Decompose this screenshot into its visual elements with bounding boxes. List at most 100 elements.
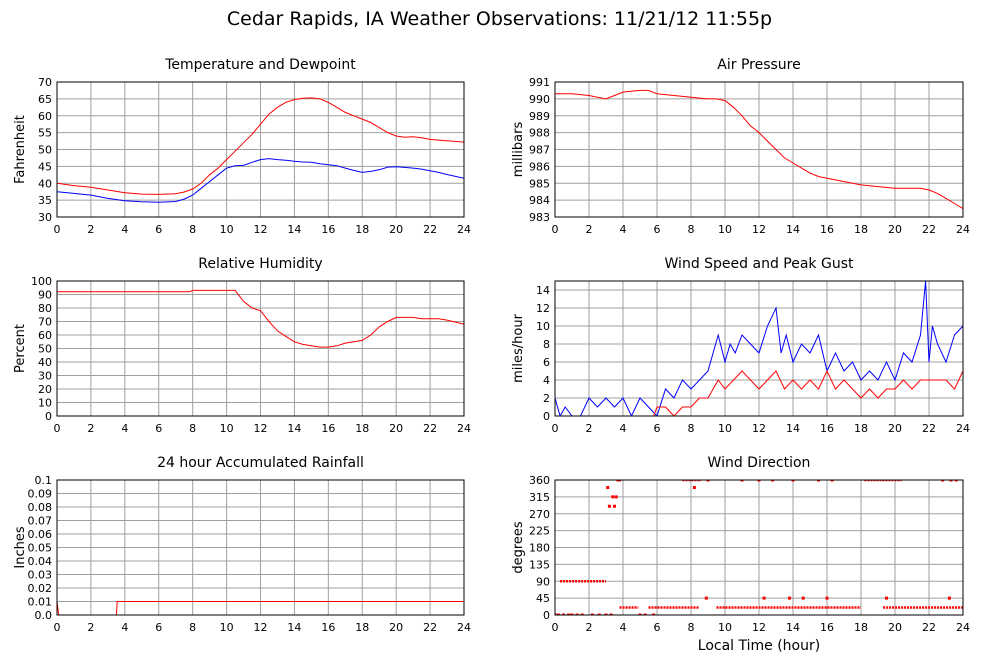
y-tick-label: 0.0 bbox=[35, 609, 53, 622]
x-tick-label: 6 bbox=[654, 621, 661, 634]
x-tick-label: 24 bbox=[457, 422, 471, 435]
x-tick-label: 4 bbox=[620, 223, 627, 236]
data-point bbox=[941, 480, 945, 482]
x-tick-label: 2 bbox=[87, 621, 94, 634]
x-tick-label: 0 bbox=[552, 223, 559, 236]
x-tick-label: 24 bbox=[457, 223, 471, 236]
plot-marks bbox=[555, 89, 963, 210]
y-tick-label: 20 bbox=[38, 383, 52, 396]
data-point bbox=[590, 613, 594, 615]
x-tick-label: 24 bbox=[956, 422, 970, 435]
chart-title: Temperature and Dewpoint bbox=[164, 57, 356, 73]
y-tick-label: 225 bbox=[529, 525, 550, 538]
y-tick-label: 70 bbox=[38, 76, 52, 89]
x-tick-label: 12 bbox=[254, 422, 268, 435]
x-tick-label: 20 bbox=[389, 223, 403, 236]
data-point bbox=[692, 486, 696, 489]
x-tick-label: 10 bbox=[718, 223, 732, 236]
x-tick-label: 14 bbox=[786, 223, 800, 236]
x-tick-label: 16 bbox=[321, 223, 335, 236]
x-tick-label: 4 bbox=[620, 422, 627, 435]
x-tick-label: 12 bbox=[254, 621, 268, 634]
data-point bbox=[825, 596, 829, 600]
x-tick-label: 8 bbox=[688, 621, 695, 634]
y-tick-label: 0.09 bbox=[28, 488, 53, 501]
x-tick-label: 6 bbox=[155, 621, 162, 634]
x-tick-label: 8 bbox=[189, 422, 196, 435]
data-point bbox=[947, 596, 951, 600]
x-tick-label: 0 bbox=[552, 422, 559, 435]
x-tick-label: 10 bbox=[220, 422, 234, 435]
x-axis-label: Local Time (hour) bbox=[698, 638, 820, 654]
y-axis-label: millibars bbox=[511, 122, 526, 178]
x-tick-label: 6 bbox=[155, 223, 162, 236]
x-tick-label: 10 bbox=[220, 621, 234, 634]
x-tick-label: 2 bbox=[87, 422, 94, 435]
plot-frame bbox=[56, 479, 465, 616]
chart-title: Wind Speed and Peak Gust bbox=[665, 256, 854, 272]
x-tick-label: 22 bbox=[423, 621, 437, 634]
x-tick-label: 6 bbox=[654, 422, 661, 435]
x-tick-label: 2 bbox=[87, 223, 94, 236]
plot-marks bbox=[555, 281, 963, 416]
x-tick-label: 2 bbox=[586, 422, 593, 435]
y-tick-label: 30 bbox=[38, 211, 52, 224]
data-point bbox=[638, 613, 642, 615]
y-tick-label: 180 bbox=[529, 542, 550, 555]
data-point bbox=[740, 480, 744, 482]
y-tick-label: 991 bbox=[529, 76, 550, 89]
plot-frame bbox=[56, 280, 465, 417]
x-tick-label: 22 bbox=[423, 223, 437, 236]
y-tick-label: 10 bbox=[38, 397, 52, 410]
y-tick-label: 0.07 bbox=[28, 515, 53, 528]
plot-frame bbox=[554, 479, 964, 616]
series-line-0 bbox=[57, 601, 464, 615]
y-tick-label: 55 bbox=[38, 127, 52, 140]
data-point bbox=[954, 480, 958, 482]
data-point bbox=[614, 495, 618, 499]
series-line-1 bbox=[653, 369, 963, 416]
data-point bbox=[885, 596, 888, 600]
x-tick-label: 18 bbox=[355, 422, 369, 435]
x-tick-label: 22 bbox=[922, 621, 936, 634]
y-tick-label: 14 bbox=[536, 284, 550, 297]
y-tick-label: 70 bbox=[38, 316, 52, 329]
y-tick-label: 90 bbox=[38, 289, 52, 302]
x-tick-label: 22 bbox=[423, 422, 437, 435]
y-tick-label: 984 bbox=[529, 194, 550, 207]
plot-marks bbox=[57, 601, 464, 615]
plot-frame bbox=[554, 280, 964, 417]
x-tick-label: 0 bbox=[54, 422, 61, 435]
data-point bbox=[801, 596, 805, 600]
x-tick-label: 22 bbox=[922, 422, 936, 435]
data-point bbox=[556, 613, 560, 615]
data-point bbox=[771, 480, 775, 482]
x-tick-label: 8 bbox=[688, 223, 695, 236]
x-tick-label: 12 bbox=[254, 223, 268, 236]
y-tick-label: 30 bbox=[38, 370, 52, 383]
x-tick-label: 20 bbox=[888, 223, 902, 236]
y-axis-label: degrees bbox=[511, 521, 526, 574]
y-tick-label: 65 bbox=[38, 93, 52, 106]
plot-frame bbox=[554, 81, 964, 218]
plot-marks bbox=[57, 289, 464, 348]
y-tick-label: 990 bbox=[529, 93, 550, 106]
data-point bbox=[607, 504, 611, 508]
page-title: Cedar Rapids, IA Weather Observations: 1… bbox=[226, 8, 773, 30]
x-tick-label: 6 bbox=[654, 223, 661, 236]
data-point bbox=[817, 480, 820, 482]
data-point bbox=[791, 480, 795, 482]
x-tick-label: 0 bbox=[552, 621, 559, 634]
x-tick-label: 0 bbox=[54, 621, 61, 634]
y-tick-label: 45 bbox=[536, 592, 550, 605]
y-tick-label: 10 bbox=[536, 320, 550, 333]
y-axis-label: Inches bbox=[13, 526, 28, 568]
chart-title: Wind Direction bbox=[708, 455, 811, 471]
x-tick-label: 20 bbox=[389, 621, 403, 634]
x-tick-label: 18 bbox=[854, 621, 868, 634]
x-tick-label: 14 bbox=[287, 223, 301, 236]
